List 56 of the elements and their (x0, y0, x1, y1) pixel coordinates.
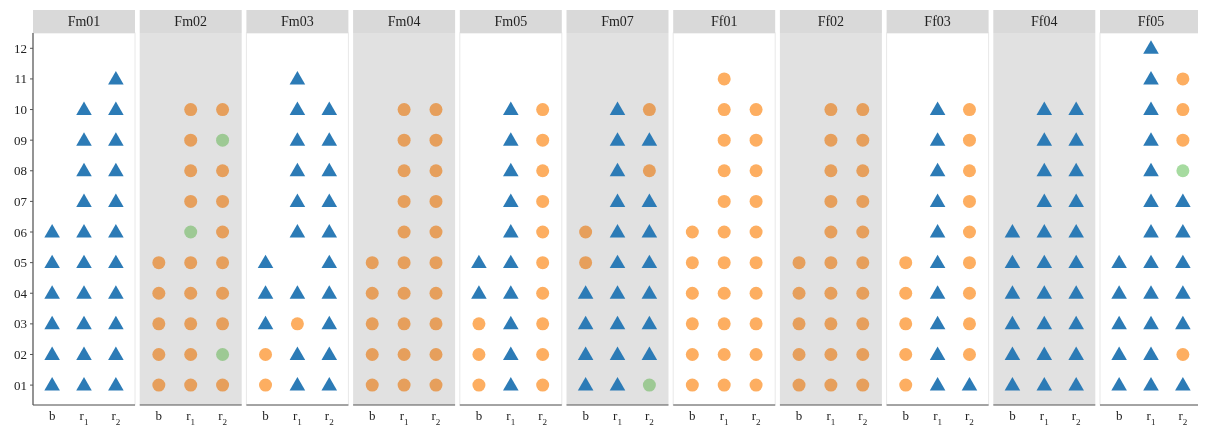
x-tick-label: r$_{2}$ (111, 408, 121, 425)
x-tick-label: r$_{2}$ (1178, 408, 1188, 425)
x-tick-label: r$_{1}$ (186, 408, 196, 425)
x-tick-label: b (1115, 408, 1123, 423)
x-tick-label: b (902, 408, 909, 423)
x-tick-label: r$_{2}$ (324, 408, 335, 425)
x-tick-label: r$_{2}$ (218, 408, 228, 425)
chart-title: Ff02 (817, 14, 845, 29)
x-tick-label: r$_{2}$ (538, 408, 548, 425)
x-tick-label: b (155, 408, 163, 423)
chart-title: Fm02 (174, 14, 208, 29)
y-tick-label: 05 (14, 255, 27, 271)
x-tick-label: b (689, 408, 696, 423)
x-tick-label: r$_{2}$ (858, 408, 868, 425)
x-tick-label: r$_{2}$ (751, 408, 761, 425)
y-tick-label: 11 (14, 71, 27, 87)
y-tick-label: 02 (14, 346, 27, 362)
chart-title: Fm01 (67, 14, 101, 29)
x-tick-label: r$_{2}$ (431, 408, 441, 425)
x-tick-label: r$_{1}$ (1039, 408, 1049, 425)
y-tick-label: 03 (14, 316, 27, 332)
y-tick-label: 06 (14, 224, 28, 240)
x-tick-label: b (582, 408, 589, 423)
x-tick-label: r$_{1}$ (826, 408, 836, 425)
x-tick-label: r$_{1}$ (292, 408, 302, 425)
x-tick-label: r$_{1}$ (933, 408, 943, 425)
x-tick-label: b (368, 408, 376, 423)
y-tick-label: 08 (14, 163, 27, 179)
chart-title: Fm05 (494, 14, 528, 29)
chart-title: Fm07 (601, 14, 634, 29)
chart-title: Fm03 (281, 14, 314, 29)
x-tick-label: r$_{1}$ (719, 408, 729, 425)
y-tick-label: 01 (14, 377, 27, 393)
y-tick-label: 07 (14, 193, 28, 209)
chart-title: Ff05 (1137, 14, 1165, 29)
y-tick-label: 09 (14, 132, 27, 148)
x-tick-label: r$_{1}$ (1146, 408, 1156, 425)
chart-title: Fm04 (387, 14, 421, 29)
x-tick-label: r$_{1}$ (506, 408, 516, 425)
x-tick-label: b (795, 408, 803, 423)
x-tick-label: b (1009, 408, 1016, 423)
x-tick-label: r$_{2}$ (965, 408, 975, 425)
x-tick-label: b (48, 408, 56, 423)
x-tick-label: r$_{1}$ (79, 408, 89, 425)
chart-title: Ff03 (924, 14, 951, 29)
y-tick-label: 04 (14, 285, 28, 301)
x-tick-label: r$_{1}$ (613, 408, 622, 425)
x-tick-label: r$_{2}$ (644, 408, 655, 425)
x-tick-label: r$_{1}$ (399, 408, 409, 425)
x-tick-label: b (475, 408, 483, 423)
x-tick-label: b (262, 408, 269, 423)
y-tick-label: 12 (14, 40, 27, 56)
chart-title: Ff04 (1031, 14, 1058, 29)
y-tick-label: 10 (14, 102, 27, 118)
chart-title: Ff01 (710, 14, 738, 29)
x-tick-label: r$_{2}$ (1071, 408, 1082, 425)
